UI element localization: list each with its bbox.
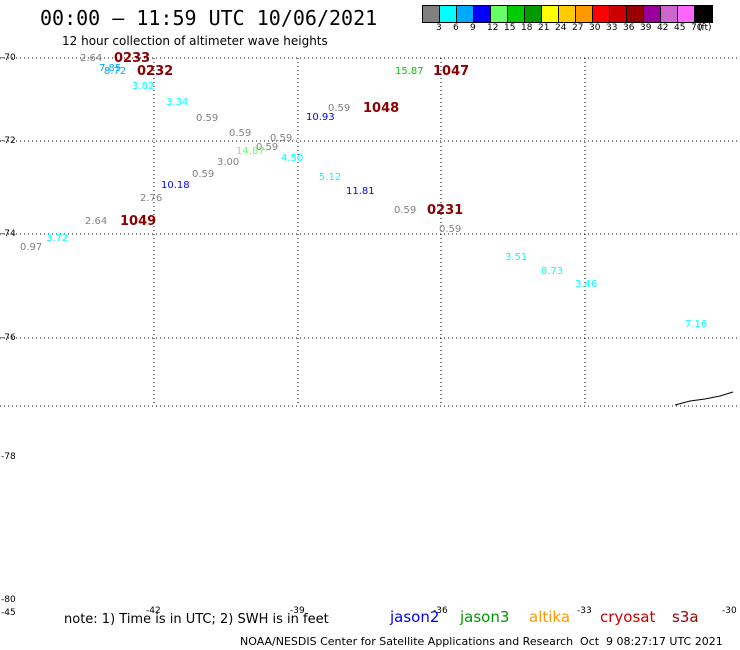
page-title: 00:00 – 11:59 UTC 10/06/2021 (40, 6, 378, 30)
scale-label: 45 (674, 23, 686, 33)
satellite-jason2: jason2 (390, 608, 440, 626)
scale-swatch (610, 6, 627, 22)
satellite-s3a: s3a (672, 608, 699, 626)
swh-value: 0.97 (20, 242, 43, 253)
satellite-cryosat: cryosat (600, 608, 656, 626)
scale-swatch (576, 6, 593, 22)
pass-time-label: 1047 (433, 64, 470, 79)
scale-label: (ft) (698, 23, 712, 33)
scale-label: 3 (436, 23, 442, 33)
footer-note: note: 1) Time is in UTC; 2) SWH is in fe… (64, 612, 329, 627)
generated-timestamp: Oct 9 08:27:17 UTC 2021 (580, 635, 723, 648)
swh-value: 10.18 (161, 180, 190, 191)
scale-swatch (491, 6, 508, 22)
pass-time-label: 1048 (363, 101, 400, 116)
scale-swatch (542, 6, 559, 22)
swh-value: 2.76 (140, 193, 163, 204)
lat-label: -80 (1, 595, 16, 605)
swh-value: 3.46 (575, 279, 598, 290)
scale-label: 33 (606, 23, 618, 33)
swh-value: 0.59 (192, 169, 215, 180)
wave-height-color-scale (422, 5, 713, 23)
swh-value: 3.51 (505, 252, 528, 263)
lon-label: -42 (146, 606, 161, 616)
scale-label: 30 (589, 23, 601, 33)
swh-value: 7.85 (99, 63, 122, 74)
scale-label: 15 (504, 23, 516, 33)
swh-value: 0.59 (229, 128, 252, 139)
swh-value: 4.50 (281, 153, 304, 164)
scale-label: 39 (640, 23, 652, 33)
swh-value: 14.87 (236, 146, 265, 157)
swh-value: 2.64 (80, 53, 103, 64)
swh-value: 0.59 (394, 205, 417, 216)
swh-value: 3.82 (132, 81, 155, 92)
lat-label: -76 (1, 333, 16, 343)
scale-swatch (644, 6, 661, 22)
lon-label: -30 (722, 606, 737, 616)
scale-label: 12 (487, 23, 499, 33)
scale-swatch (695, 6, 712, 22)
scale-swatch (423, 6, 440, 22)
scale-swatch (678, 6, 695, 22)
scale-label: 36 (623, 23, 635, 33)
swh-value: 3.34 (166, 97, 189, 108)
pass-time-label: 0233 (114, 51, 151, 66)
scale-label: 24 (555, 23, 567, 33)
scale-swatch (474, 6, 491, 22)
lat-label: -78 (1, 452, 16, 462)
scale-swatch (525, 6, 542, 22)
swh-value: 0.59 (196, 113, 219, 124)
scale-label: 27 (572, 23, 584, 33)
scale-label: 6 (453, 23, 459, 33)
swh-value: 0.59 (439, 224, 462, 235)
pass-time-label: 0231 (427, 203, 464, 218)
lon-label: -36 (433, 606, 448, 616)
lat-label: -70 (1, 53, 16, 63)
scale-swatch (559, 6, 576, 22)
scale-swatch (457, 6, 474, 22)
swh-value: 0.59 (270, 133, 293, 144)
swh-value: 11.81 (346, 186, 375, 197)
credit-line: NOAA/NESDIS Center for Satellite Applica… (240, 635, 574, 648)
swh-value: 15.87 (395, 66, 424, 77)
lon-label: -45 (1, 608, 16, 618)
lon-label: -33 (577, 606, 592, 616)
scale-label: 9 (470, 23, 476, 33)
wave-height-scale-labels: 3 6 9 12 15 18 21 24 27 30 33 36 39 42 45 70 (ft) (422, 23, 740, 35)
swh-value: 0.59 (256, 142, 279, 153)
swh-value: 7.16 (685, 319, 708, 330)
scale-swatch (440, 6, 457, 22)
satellite-altika: altika (529, 608, 571, 626)
swh-value: 0.59 (328, 103, 351, 114)
swh-value: 3.72 (46, 233, 69, 244)
coastline (674, 391, 734, 406)
satellite-jason3: jason3 (460, 608, 510, 626)
scale-label: 21 (538, 23, 550, 33)
pass-time-label: 1049 (120, 214, 157, 229)
scale-swatch (593, 6, 610, 22)
graticule (0, 57, 740, 407)
swh-value: 10.93 (306, 112, 335, 123)
scale-swatch (508, 6, 525, 22)
lon-label: -39 (290, 606, 305, 616)
swh-value: 8.73 (541, 266, 564, 277)
swh-value: 8.72 (104, 66, 127, 77)
lat-labels: -70 -72 -74 -76 -78 -80 (1, 53, 16, 605)
swh-value: 2.64 (85, 216, 108, 227)
scale-label: 70 (691, 23, 703, 33)
page-subtitle: 12 hour collection of altimeter wave hei… (62, 34, 328, 48)
scale-label: 42 (657, 23, 669, 33)
scale-swatch (627, 6, 644, 22)
lat-label: -74 (1, 229, 16, 239)
scale-label: 18 (521, 23, 533, 33)
swh-value: 5.12 (319, 172, 342, 183)
scale-swatch (661, 6, 678, 22)
pass-time-label: 0232 (137, 64, 174, 79)
lat-label: -72 (1, 136, 16, 146)
swh-value: 3.00 (217, 157, 240, 168)
